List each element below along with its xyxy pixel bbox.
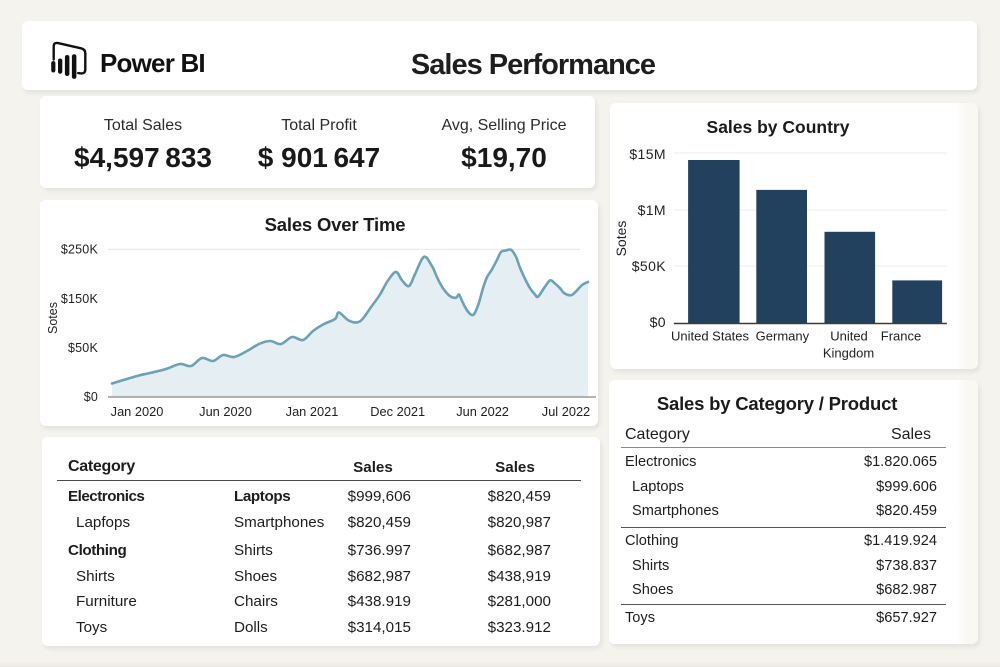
svg-text:Jan 2020: Jan 2020	[111, 404, 164, 419]
svg-text:Jul 2022: Jul 2022	[542, 404, 590, 419]
svg-text:$50K: $50K	[68, 341, 98, 355]
svg-text:United States: United States	[671, 329, 750, 344]
svg-text:Sotes: Sotes	[46, 302, 60, 334]
svg-text:France: France	[881, 329, 921, 344]
svg-text:Sotes: Sotes	[613, 221, 629, 257]
svg-text:$250K: $250K	[61, 243, 99, 257]
svg-text:United: United	[830, 329, 868, 344]
svg-text:$15M: $15M	[629, 146, 666, 162]
svg-text:Germany: Germany	[756, 329, 810, 344]
svg-text:Jan 2021: Jan 2021	[286, 404, 339, 419]
svg-text:$0: $0	[84, 390, 98, 404]
svg-text:Dec 2021: Dec 2021	[370, 404, 425, 419]
svg-text:$1M: $1M	[638, 202, 666, 218]
svg-text:Kingdom: Kingdom	[823, 346, 874, 361]
svg-text:$0: $0	[650, 314, 666, 330]
svg-text:$50K: $50K	[632, 258, 667, 274]
svg-text:Jun 2022: Jun 2022	[456, 404, 509, 419]
svg-text:$150K: $150K	[61, 292, 99, 306]
svg-text:Jun 2020: Jun 2020	[199, 404, 252, 419]
